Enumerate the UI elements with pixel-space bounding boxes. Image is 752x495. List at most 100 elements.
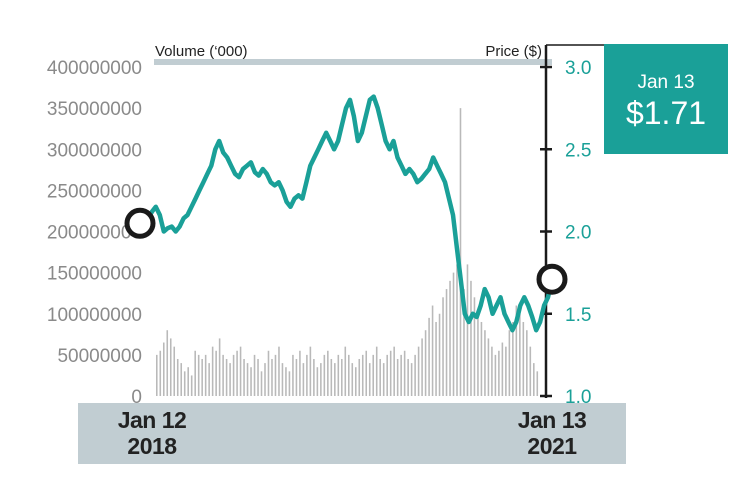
volume-bar (236, 350, 238, 396)
volume-bar (162, 342, 165, 396)
volume-bar (508, 330, 511, 396)
volume-bar (438, 313, 441, 396)
volume-bar (470, 280, 472, 396)
volume-bar (211, 346, 214, 396)
volume-bar (320, 363, 322, 396)
volume-bar (309, 346, 312, 396)
volume-bar (494, 354, 497, 396)
price-callout (604, 44, 728, 154)
volume-bar (274, 354, 277, 396)
left-axis-ticks: 400000000 350000000 300000000 250000000 2000… (47, 58, 142, 408)
volume-bar (323, 354, 326, 396)
volume-bar (477, 313, 479, 396)
callout-date: Jan 13 (637, 72, 694, 93)
volume-bar (306, 354, 308, 396)
volume-bar (417, 346, 420, 396)
volume-bar (257, 358, 259, 396)
volume-bar (232, 354, 235, 396)
volume-axis-title: Volume (‘000) (155, 43, 248, 60)
left-tick-label: 250000000 (47, 181, 142, 202)
volume-bar (386, 354, 388, 396)
volume-bar (285, 367, 287, 396)
volume-bar (414, 354, 416, 396)
volume-bar (368, 363, 371, 396)
volume-bar (484, 330, 486, 396)
volume-bar (536, 371, 539, 396)
volume-bar (463, 289, 465, 396)
volume-bar (180, 363, 183, 396)
volume-bar (410, 363, 413, 396)
volume-bar (253, 354, 256, 396)
volume-bar (299, 350, 301, 396)
volume-bar (431, 305, 434, 396)
volume-bar (351, 363, 354, 396)
volume-bar (187, 367, 189, 396)
right-tick-label: 1.5 (565, 305, 591, 326)
volume-bar (491, 346, 493, 396)
volume-bar (288, 371, 291, 396)
volume-bar (316, 367, 319, 396)
volume-bar (330, 358, 333, 396)
volume-bar (533, 363, 535, 396)
end-marker (536, 263, 568, 295)
volume-bar (169, 338, 172, 396)
left-tick-label: 350000000 (47, 99, 142, 120)
volume-bar (267, 350, 270, 396)
left-tick-label: 200000000 (47, 223, 142, 244)
header-band (154, 59, 552, 65)
volume-bar (515, 305, 518, 396)
volume-bar (327, 350, 329, 396)
volume-bar (512, 321, 514, 396)
volume-bar (456, 264, 458, 396)
volume-bar (400, 354, 402, 396)
left-tick-label: 50000000 (57, 346, 142, 367)
volume-bar (498, 350, 500, 396)
volume-bar (243, 358, 245, 396)
volume-bar (190, 375, 193, 396)
volume-bar (344, 346, 347, 396)
volume-bar (176, 358, 179, 396)
volume-bar (393, 346, 395, 396)
volume-bar (389, 350, 392, 396)
volume-bar (466, 264, 469, 396)
price-line (137, 94, 555, 333)
volume-bar (348, 354, 350, 396)
volume-bar (522, 321, 525, 396)
volume-bar (292, 354, 294, 396)
volume-bar (334, 363, 336, 396)
volume-bar (487, 338, 490, 396)
volume-bar (173, 346, 176, 396)
volume-bar (208, 363, 210, 396)
volume-bar (295, 358, 298, 396)
volume-bar (435, 321, 437, 396)
volume-bar (225, 358, 228, 396)
volume-bar (505, 346, 507, 396)
volume-bar (424, 330, 427, 396)
volume-bar (194, 350, 196, 396)
volume-bar (156, 354, 158, 396)
left-tick-label: 400000000 (47, 58, 142, 79)
right-tick-label: 3.0 (565, 58, 591, 79)
volume-bar (201, 358, 203, 396)
start-marker (124, 207, 156, 239)
volume-bar (239, 346, 242, 396)
x-start-year: 2018 (127, 433, 177, 459)
volume-bar (229, 363, 231, 396)
volume-bar (361, 354, 364, 396)
right-tick-label: 2.5 (565, 140, 591, 161)
volume-bar (246, 363, 249, 396)
left-tick-label: 300000000 (47, 140, 142, 161)
volume-bar (281, 363, 284, 396)
volume-bar (396, 358, 399, 396)
volume-bar (250, 367, 252, 396)
volume-bar (382, 363, 385, 396)
volume-bar (445, 289, 448, 396)
volume-bar (354, 367, 357, 396)
left-tick-label: 0 (131, 387, 142, 408)
volume-bar (403, 350, 406, 396)
volume-bar (166, 330, 169, 396)
volume-bars (156, 108, 539, 396)
x-end-date: Jan 13 (518, 407, 587, 433)
left-tick-label: 150000000 (47, 264, 142, 285)
